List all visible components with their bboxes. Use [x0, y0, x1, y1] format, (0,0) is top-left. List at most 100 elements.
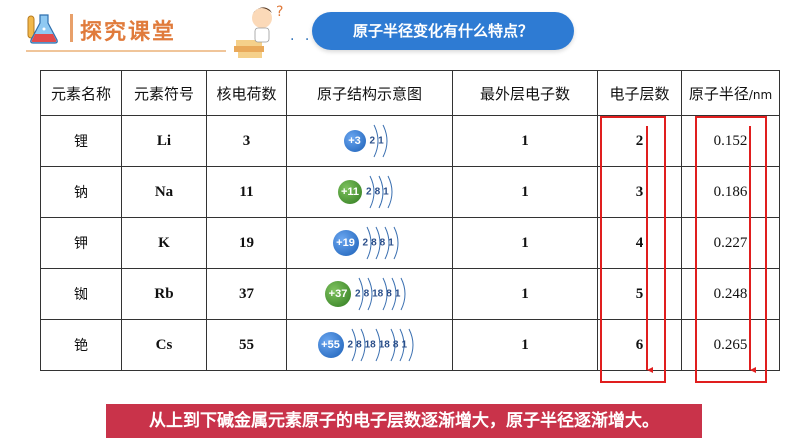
header-cell-radius: 原子半径/nm [681, 70, 780, 116]
atom-structure-diagram: +55 2 8 18 18 8 1 [317, 325, 422, 365]
atomic-radius-cell: 0.186 [681, 166, 780, 218]
header-cell: 核电荷数 [206, 70, 287, 116]
table-header-row: 元素名称 元素符号 核电荷数 原子结构示意图 最外层电子数 电子层数 原子半径/… [40, 70, 780, 116]
shell-count: 2 [362, 237, 369, 249]
table-row: 钠 Na 11 +11 2 8 1 1 3 0.186 [40, 166, 780, 218]
table-row: 铯 Cs 55 +55 2 8 18 18 8 1 1 6 0.265 [40, 319, 780, 371]
shell-count: 1 [383, 186, 389, 198]
electron-shell-arcs [351, 328, 413, 362]
shell-count: 2 [355, 288, 361, 300]
electron-shell-arcs [373, 124, 387, 158]
atom-structure-diagram: +19 2 8 8 1 [332, 223, 407, 263]
table-row: 钾 K 19 +19 2 8 8 1 1 4 0.227 [40, 217, 780, 269]
shell-arc [390, 328, 395, 362]
atomic-radius-cell: 0.227 [681, 217, 780, 269]
header: 探究课堂 ? · · · 原子半径变化有什么特点？ [0, 0, 794, 62]
svg-text:?: ? [276, 4, 283, 20]
table-row: 锂 Li 3 +3 2 1 1 2 0.152 [40, 115, 780, 167]
shell-count: 8 [363, 288, 370, 300]
shell-count: 2 [369, 135, 376, 147]
electron-shell-arcs [358, 277, 406, 311]
shell-arc [367, 277, 373, 311]
layers-highlight-box [600, 116, 666, 383]
title-divider [70, 14, 73, 42]
nucleus: +19 [332, 230, 359, 256]
shell-arc [351, 328, 356, 362]
question-text: 原子半径变化有什么特点？ [352, 22, 533, 40]
radius-header-label: 原子半径 [688, 84, 749, 103]
shell-count: 8 [386, 288, 392, 300]
element-symbol-cell: Cs [121, 319, 207, 371]
electron-layers-cell: 4 [597, 217, 682, 269]
outer-electrons-cell: 1 [452, 268, 598, 320]
shell-count: 1 [394, 288, 401, 300]
nuclear-charge-cell: 3 [206, 115, 287, 167]
element-symbol-cell: Rb [121, 268, 207, 320]
element-name-cell: 锂 [40, 115, 122, 167]
electron-shell-arcs [366, 226, 398, 260]
shell-count: 1 [388, 237, 394, 249]
shell-count: 8 [379, 237, 386, 249]
nucleus: +3 [343, 130, 366, 152]
shell-arc [400, 277, 406, 311]
element-name-cell: 钾 [40, 217, 122, 269]
shell-arc [375, 328, 380, 362]
element-symbol-cell: Na [121, 166, 207, 218]
nuclear-charge-cell: 55 [206, 319, 287, 371]
header-cell: 原子结构示意图 [286, 70, 453, 116]
atom-structure-diagram: +11 2 8 1 [338, 172, 401, 212]
question-bubble: 原子半径变化有什么特点？ [312, 12, 574, 50]
element-name-cell: 铷 [40, 268, 122, 320]
shell-count: 1 [378, 135, 384, 147]
shell-electron-counts: 2 8 18 8 1 [355, 289, 403, 300]
atom-diagram-cell: +55 2 8 18 18 8 1 [286, 319, 453, 371]
radius-highlight-box [695, 116, 767, 383]
shell-count: 1 [401, 339, 407, 351]
header-cell: 元素名称 [40, 70, 122, 116]
title-underline [26, 50, 226, 52]
radius-unit: /nm [748, 87, 773, 102]
header-cell: 电子层数 [597, 70, 682, 116]
nuclear-charge-cell: 37 [206, 268, 287, 320]
nucleus: +37 [325, 281, 351, 307]
element-symbol-cell: Li [121, 115, 207, 167]
element-symbol-cell: K [121, 217, 207, 269]
atom-structure-diagram: +37 2 8 18 8 1 [325, 274, 414, 314]
element-name-cell: 钠 [40, 166, 122, 218]
shell-count: 18 [364, 339, 376, 351]
conclusion-banner: 从上到下碱金属元素原子的电子层数逐渐增大，原子半径逐渐增大。 [106, 404, 702, 438]
table-row: 铷 Rb 37 +37 2 8 18 8 1 1 5 0.248 [40, 268, 780, 320]
shell-arc [391, 277, 397, 311]
shell-arc [373, 124, 378, 158]
shell-count: 8 [371, 237, 377, 249]
atomic-radius-cell: 0.248 [681, 268, 780, 320]
student-thinking-icon: ? [234, 4, 283, 58]
nucleus: +55 [317, 332, 344, 358]
atom-diagram-cell: +19 2 8 8 1 [286, 217, 453, 269]
shell-arc [375, 226, 380, 260]
shell-arc [399, 328, 404, 362]
shell-count: 2 [347, 339, 354, 351]
section-title: 探究课堂 [80, 20, 177, 45]
shell-count: 2 [366, 186, 372, 198]
shell-arc [360, 328, 365, 362]
element-name-cell: 铯 [40, 319, 122, 371]
atom-diagram-cell: +3 2 1 [286, 115, 453, 167]
lab-flask-icon [27, 14, 58, 44]
shell-arc [408, 328, 413, 362]
outer-electrons-cell: 1 [452, 217, 598, 269]
shell-count: 8 [356, 339, 362, 351]
shell-arc [384, 226, 389, 260]
shell-arc [382, 124, 387, 158]
shell-count: 8 [374, 186, 381, 198]
shell-arc [393, 226, 398, 260]
conclusion-text: 从上到下碱金属元素原子的电子层数逐渐增大，原子半径逐渐增大。 [149, 411, 659, 431]
electron-layers-cell: 2 [597, 115, 682, 167]
header-cell: 元素符号 [121, 70, 207, 116]
atomic-radius-cell: 0.265 [681, 319, 780, 371]
nucleus: +11 [338, 180, 362, 204]
shell-count: 8 [392, 339, 399, 351]
